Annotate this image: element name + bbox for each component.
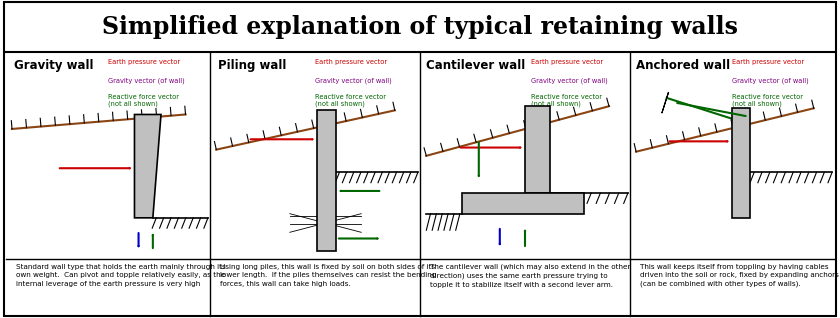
Text: Gravity vector (of wall): Gravity vector (of wall) [531,77,608,84]
Polygon shape [662,92,669,113]
Polygon shape [525,106,550,193]
Polygon shape [732,108,750,218]
Text: Earth pressure vector: Earth pressure vector [108,59,180,65]
Text: Gravity wall: Gravity wall [14,59,93,72]
Text: Earth pressure vector: Earth pressure vector [732,59,804,65]
Text: Earth pressure vector: Earth pressure vector [531,59,603,65]
Text: Reactive force vector
(not all shown): Reactive force vector (not all shown) [732,94,803,107]
Text: Gravity vector (of wall): Gravity vector (of wall) [108,77,185,84]
Text: Earth pressure vector: Earth pressure vector [315,59,387,65]
Text: Reactive force vector
(not all shown): Reactive force vector (not all shown) [531,94,602,107]
Text: Simplified explanation of typical retaining walls: Simplified explanation of typical retain… [102,15,738,39]
Text: The cantilever wall (which may also extend in the other
direction) uses the same: The cantilever wall (which may also exte… [431,264,631,288]
Text: Gravity vector (of wall): Gravity vector (of wall) [315,77,391,84]
Polygon shape [462,193,584,214]
Text: Anchored wall: Anchored wall [636,59,730,72]
Text: This wall keeps itself from toppling by having cables
driven into the soil or ro: This wall keeps itself from toppling by … [640,264,839,287]
Text: Using long piles, this wall is fixed by soil on both sides of its
lower length. : Using long piles, this wall is fixed by … [220,264,437,287]
Text: Reactive force vector
(not all shown): Reactive force vector (not all shown) [315,94,386,107]
Text: Cantilever wall: Cantilever wall [427,59,526,72]
Text: Gravity vector (of wall): Gravity vector (of wall) [732,77,809,84]
Polygon shape [134,114,161,218]
Text: Piling wall: Piling wall [218,59,286,72]
Text: Standard wall type that holds the earth mainly through its
own weight.  Can pivo: Standard wall type that holds the earth … [16,264,226,287]
Polygon shape [318,110,336,251]
Text: Reactive force vector
(not all shown): Reactive force vector (not all shown) [108,94,179,107]
